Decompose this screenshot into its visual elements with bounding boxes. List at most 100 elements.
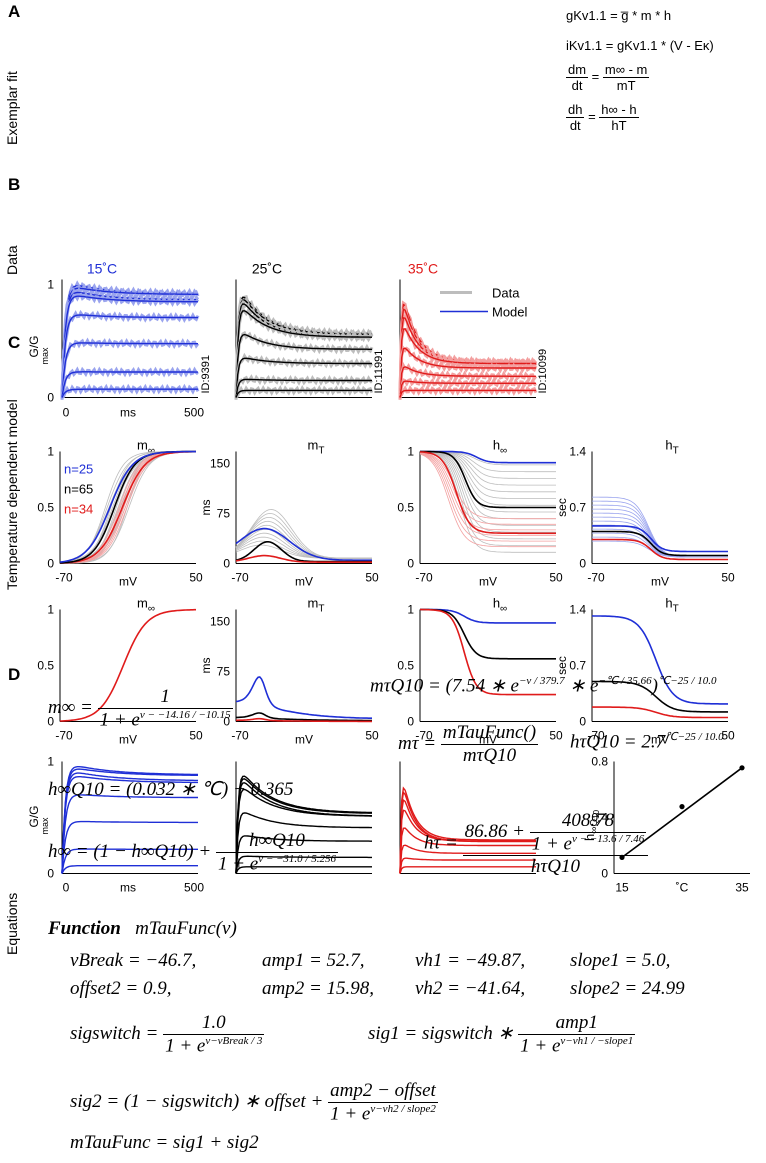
b-htau-mean-15c [592, 525, 728, 553]
c-minf-y05: 0.5 [37, 659, 54, 673]
eq-htau-exp: v − −13.6 / 7.46 [571, 833, 645, 845]
c-htau-2 [592, 706, 728, 719]
eq-htau: hτ = 86.86 + 408.78 1 + ev − −13.6 / 7.46… [424, 810, 649, 878]
c-minf-y1: 1 [47, 603, 54, 617]
c-mtau-15c [235, 676, 372, 719]
c-hinf-1 [420, 608, 556, 660]
eq-param-vbreak: vBreak = −46.7, [70, 950, 197, 971]
q10-x15: 15 [615, 881, 629, 895]
b-plot-3-xtick-m70: -70 [587, 571, 605, 585]
c2-35c-trace-7 [399, 866, 536, 874]
eq-minf-lhs: m∞ = [48, 697, 93, 719]
b-hinf-y0: 0 [407, 557, 414, 571]
eq-s1-den: 1 + e [520, 1035, 561, 1057]
eq-htau-num: 86.86 + [464, 821, 525, 843]
b-title-mtau: mT [308, 438, 325, 457]
eq-htau-lhs: hτ = [424, 832, 458, 854]
a-25c-data-7 [236, 384, 374, 398]
c2-15c-trace-4 [61, 794, 198, 874]
eq-mtq10: mτQ10 = (7.54 ∗ e−v / 379.7 ∗ e−℃ / 35.6… [370, 675, 717, 697]
eq-mtq10-mid: ∗ e [569, 675, 599, 697]
b-mtau-y0: 0 [223, 557, 230, 571]
eq-fn-keyword: Function [48, 918, 121, 939]
eq-mtq10-pow: ℃−25 / 10.0 [657, 675, 717, 687]
a-15c-data-4 [60, 309, 200, 400]
c2-25c-trace-4 [235, 812, 372, 874]
b-hinf-grey-cell-10 [420, 451, 556, 486]
b-htau-mean-25c [592, 530, 728, 557]
eq-hinf-num: h∞Q10 [215, 830, 338, 853]
eq-htau-d2: 1 + e [531, 833, 572, 855]
b-hinf-grey-cell-2 [420, 451, 556, 540]
eq-hinf-exp: v − −31.0 / 5.256 [258, 853, 336, 865]
a-title-15c: 15˚C [87, 261, 117, 277]
dm-den: dt [571, 78, 583, 93]
b-plot-0-xlabel: mV [119, 575, 137, 589]
c-plot-2-xlabel: mV [479, 733, 497, 747]
a-25c-trace-5 [235, 357, 372, 398]
eq-sw-lhs: sigswitch = [70, 1023, 159, 1045]
c2-ytick-1: 1 [47, 755, 54, 769]
eq-mtau: mτ = mTauFunc() mτQ10 [398, 722, 539, 767]
panel-c-letter: C [8, 333, 21, 352]
c2-15c-trace-2 [61, 772, 198, 874]
c2-15c-trace-7 [61, 865, 198, 874]
eq-minf-num: 1 [97, 686, 233, 709]
eq-s2-num: amp2 − offset [328, 1080, 438, 1103]
row-label-data: Data [4, 245, 20, 275]
eq-minf-exp: v − −14.16 / −10.15 [139, 709, 231, 721]
c-plot-1-xlabel: mV [295, 733, 313, 747]
c-hinf-y05: 0.5 [397, 659, 414, 673]
b-hinf-red-cell-0 [419, 453, 556, 548]
c-htau-0 [591, 615, 728, 705]
eq-param-amp2: amp2 = 15.98, [262, 978, 375, 999]
eq-s1-lhs: sig1 = sigswitch ∗ [368, 1023, 514, 1045]
b-hinf-mean-35c [419, 451, 556, 535]
b-minf-y1: 1 [47, 445, 54, 459]
c-hinf-y0: 0 [407, 715, 414, 729]
c-hinf-0 [420, 608, 556, 624]
b-plot-1-xlabel: mV [295, 575, 313, 589]
dm-rhs-den: mT [616, 78, 636, 93]
eq-mtq10-lhs: mτQ10 = (7.54 ∗ e [370, 675, 519, 697]
dh-den: dt [569, 118, 581, 133]
a-15c-trace-1 [61, 287, 198, 398]
c-plot-2-xtick-50: 50 [549, 729, 563, 743]
eq-minf-den: 1 + e [99, 709, 140, 731]
eq-hinf-den: 1 + e [217, 853, 259, 875]
c-mtau-y150: 150 [210, 615, 230, 629]
eq-mtq10-exp1: −v / 379.7 [519, 675, 565, 687]
c-htau-y0: 0 [579, 715, 586, 729]
b-mtau-grey-cell-4 [235, 528, 372, 559]
a-25c-trace-6 [235, 378, 372, 398]
eq-sw-exp: v−vBreak / 3 [205, 1035, 263, 1047]
a-35c-trace-7 [399, 389, 536, 398]
c-htau-y07: 0.7 [569, 659, 586, 673]
b-plot-3-xlabel: mV [651, 575, 669, 589]
c2-xtick-500: 500 [184, 881, 204, 895]
eq-hinf-lhs: h∞ = (1 − h∞Q10) + [48, 841, 212, 863]
c2-25c-trace-3 [235, 788, 372, 874]
c2-15c-trace-5 [61, 820, 198, 874]
b-minf-y0: 0 [47, 557, 54, 571]
eq-htau-n2: 408.78 [529, 810, 647, 833]
a-ytick-1: 1 [47, 278, 54, 292]
eq-param-amp1: amp1 = 52.7, [262, 950, 365, 971]
model-eq-dm: dm dt = m∞ - m mT [566, 62, 650, 93]
eq-htq10-pow: ℃−25 / 10.0 [665, 731, 724, 743]
b-hinf-red-cell-1 [419, 453, 556, 542]
eq-sigswitch: sigswitch = 1.0 1 + ev−vBreak / 3 [70, 1012, 265, 1057]
b-htau-mean-35c [592, 538, 728, 561]
q10-y08: 0.8 [591, 755, 608, 769]
dh-num: dh [566, 102, 585, 118]
row-label-exemplar: Exemplar fit [4, 71, 20, 145]
eq-param-offset2: offset2 = 0.9, [70, 978, 172, 999]
b-count-15c: n=25 [64, 462, 93, 477]
b-htau-blue-cell-7 [592, 512, 728, 558]
model-eq-line2: iKv1.1 = gKv1.1 * (V - Eκ) [566, 38, 714, 53]
c2-ylabel-gsub: max [40, 817, 50, 835]
b-title-minf: m∞ [137, 438, 155, 457]
c2-15c-trace-0 [61, 766, 199, 874]
a-15c-trace-3 [61, 295, 199, 398]
